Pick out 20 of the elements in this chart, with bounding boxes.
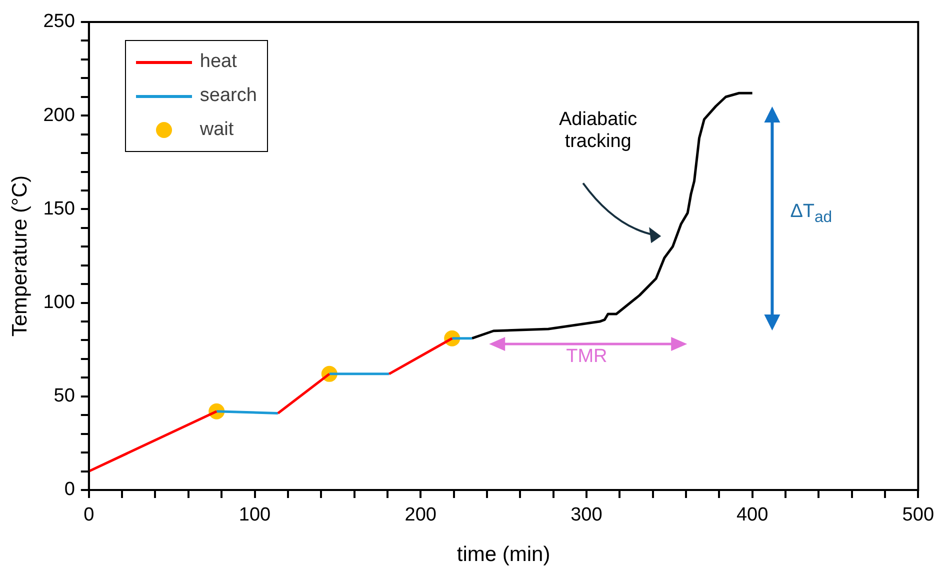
annotation: Adiabatic tracking <box>558 109 638 154</box>
legend-label: heat <box>200 51 237 73</box>
x-tick-label: 500 <box>902 504 934 526</box>
y-tick-label: 250 <box>43 11 75 32</box>
x-tick-label: 200 <box>404 504 436 526</box>
y-axis-title: Temperature (°C) <box>8 175 32 337</box>
annotation: TMR <box>566 346 608 368</box>
legend-label: search <box>200 85 257 107</box>
x-tick-label: 100 <box>238 504 271 526</box>
y-tick-label: 150 <box>43 198 75 220</box>
y-tick-label: 0 <box>64 479 75 500</box>
x-tick-label: 300 <box>570 504 602 526</box>
y-tick-label: 50 <box>54 386 75 407</box>
x-tick-label: 0 <box>84 504 94 526</box>
annotation: ΔT$_{ad}$ <box>790 200 832 226</box>
legend-label: wait <box>200 119 234 141</box>
x-tick-label: 400 <box>736 504 768 526</box>
x-axis-title: time (min) <box>456 543 550 566</box>
y-tick-label: 100 <box>43 292 75 314</box>
y-tick-label: 200 <box>43 104 75 126</box>
